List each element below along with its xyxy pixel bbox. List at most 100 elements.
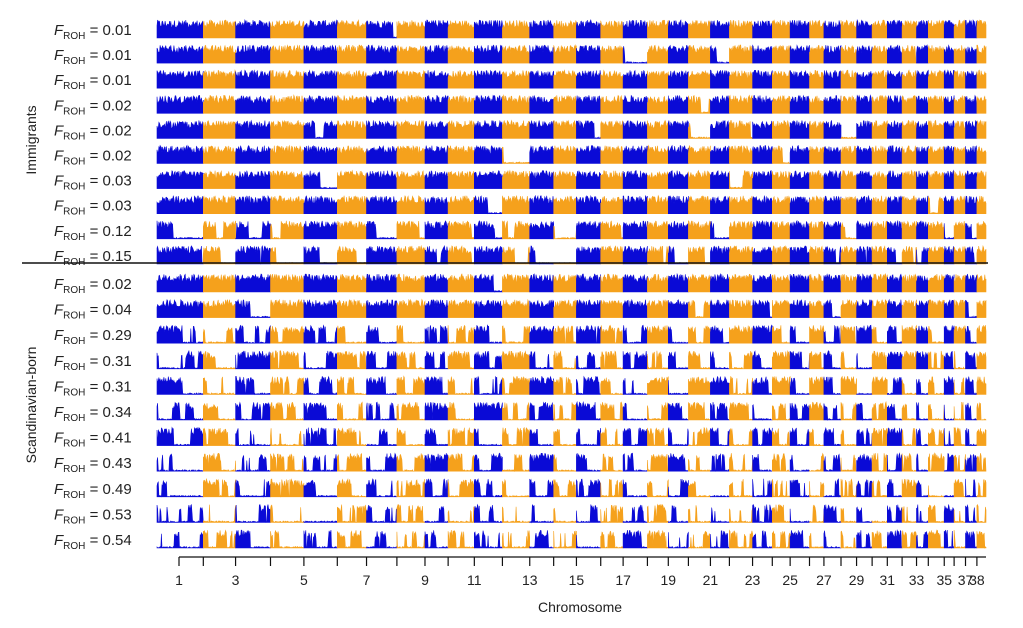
- x-tick-label: 21: [703, 572, 719, 588]
- chromosome-heterozygosity-trace: [871, 479, 888, 498]
- chromosome-heterozygosity-trace: [901, 69, 917, 89]
- chromosome-heterozygosity-trace: [965, 94, 978, 114]
- chromosome-heterozygosity-trace: [840, 170, 857, 189]
- chromosome-heterozygosity-trace: [953, 427, 966, 446]
- chromosome-heterozygosity-trace: [447, 506, 475, 523]
- chromosome-heterozygosity-trace: [953, 170, 966, 189]
- chromosome-heterozygosity-trace: [303, 245, 338, 265]
- x-tick-label: 3: [232, 572, 240, 588]
- chromosome-heterozygosity-trace: [424, 220, 449, 240]
- chromosome-heterozygosity-trace: [337, 19, 367, 39]
- chromosome-heterozygosity-trace: [396, 375, 426, 395]
- chromosome-heterozygosity-trace: [647, 119, 669, 139]
- chromosome-heterozygosity-trace: [809, 45, 825, 64]
- chromosome-heterozygosity-trace: [710, 120, 730, 139]
- chromosome-heterozygosity-trace: [156, 503, 204, 524]
- chromosome-heterozygosity-trace: [823, 325, 842, 344]
- chromosome-heterozygosity-trace: [502, 146, 530, 165]
- chromosome-heterozygosity-trace: [710, 530, 730, 549]
- chromosome-heterozygosity-trace: [529, 245, 554, 265]
- chromosome-heterozygosity-trace: [688, 123, 711, 140]
- chromosome-heterozygosity-trace: [928, 170, 945, 189]
- chromosome-heterozygosity-trace: [729, 324, 753, 344]
- chromosome-heterozygosity-trace: [729, 402, 753, 421]
- chromosome-heterozygosity-trace: [600, 120, 624, 139]
- chromosome-heterozygosity-trace: [840, 145, 857, 164]
- chromosome-heterozygosity-trace: [928, 504, 945, 523]
- chromosome-heterozygosity-trace: [600, 45, 624, 64]
- chromosome-heterozygosity-trace: [887, 478, 903, 498]
- chromosome-heterozygosity-trace: [710, 145, 730, 164]
- chromosome-heterozygosity-trace: [729, 299, 753, 318]
- chromosome-heterozygosity-trace: [943, 325, 955, 344]
- chromosome-heterozygosity-trace: [943, 223, 955, 240]
- chromosome-heterozygosity-trace: [901, 169, 917, 189]
- chromosome-heterozygosity-trace: [887, 219, 903, 240]
- chromosome-heterozygosity-trace: [856, 120, 873, 139]
- chromosome-heterozygosity-trace: [474, 299, 503, 318]
- chromosome-heterozygosity-trace: [965, 195, 978, 214]
- chromosome-heterozygosity-trace: [887, 403, 903, 421]
- froh-label-value: = 0.04: [85, 302, 131, 319]
- individual-row: [156, 44, 987, 64]
- chromosome-heterozygosity-trace: [553, 530, 577, 549]
- chromosome-heterozygosity-trace: [710, 95, 730, 114]
- chromosome-heterozygosity-trace: [789, 427, 810, 447]
- chromosome-heterozygosity-trace: [688, 45, 711, 64]
- chromosome-heterozygosity-trace: [953, 401, 966, 421]
- chromosome-heterozygosity-trace: [203, 452, 236, 472]
- chromosome-heterozygosity-trace: [447, 220, 475, 240]
- chromosome-heterozygosity-trace: [688, 195, 711, 214]
- chromosome-heterozygosity-trace: [976, 19, 987, 39]
- chromosome-heterozygosity-trace: [396, 325, 426, 344]
- chromosome-heterozygosity-trace: [901, 530, 917, 549]
- chromosome-heterozygosity-trace: [156, 45, 204, 64]
- chromosome-heterozygosity-trace: [396, 69, 426, 89]
- chromosome-heterozygosity-trace: [729, 195, 753, 214]
- chromosome-heterozygosity-trace: [474, 273, 503, 293]
- chromosome-heterozygosity-trace: [600, 401, 624, 421]
- chromosome-heterozygosity-trace: [840, 402, 857, 421]
- chromosome-heterozygosity-trace: [856, 220, 873, 240]
- chromosome-heterozygosity-trace: [647, 427, 669, 446]
- chromosome-heterozygosity-trace: [156, 453, 204, 472]
- chromosome-heterozygosity-trace: [871, 272, 888, 293]
- chromosome-heterozygosity-trace: [303, 427, 338, 446]
- chromosome-heterozygosity-trace: [943, 274, 955, 293]
- chromosome-heterozygosity-trace: [840, 136, 857, 139]
- chromosome-heterozygosity-trace: [752, 69, 773, 89]
- chromosome-heterozygosity-trace: [871, 453, 888, 472]
- chromosome-heterozygosity-trace: [396, 351, 426, 370]
- chromosome-heterozygosity-trace: [809, 452, 825, 472]
- chromosome-heterozygosity-trace: [447, 376, 475, 395]
- chromosome-heterozygosity-trace: [772, 349, 791, 370]
- chromosome-heterozygosity-trace: [668, 380, 689, 395]
- chromosome-heterozygosity-trace: [871, 19, 888, 39]
- froh-label-symbol: F: [54, 223, 64, 240]
- x-axis-title: Chromosome: [538, 599, 622, 615]
- chromosome-heterozygosity-trace: [366, 299, 398, 318]
- chromosome-heterozygosity-trace: [953, 70, 966, 89]
- chromosome-heterozygosity-trace: [553, 428, 577, 447]
- x-tick-label: 13: [522, 572, 538, 588]
- froh-label-value: = 0.01: [85, 47, 131, 64]
- individual-row: [156, 400, 987, 422]
- chromosome-heterozygosity-trace: [976, 274, 987, 293]
- chromosome-heterozygosity-trace: [965, 19, 978, 39]
- chromosome-heterozygosity-trace: [809, 220, 825, 240]
- chromosome-heterozygosity-trace: [235, 529, 271, 549]
- chromosome-heterozygosity-trace: [823, 245, 842, 265]
- individual-row: [156, 477, 987, 498]
- chromosome-heterozygosity-trace: [928, 404, 945, 421]
- chromosome-heterozygosity-trace: [688, 505, 711, 523]
- froh-label-symbol: F: [54, 378, 64, 395]
- chromosome-heterozygosity-trace: [668, 272, 689, 293]
- chromosome-heterozygosity-trace: [752, 299, 773, 318]
- chromosome-heterozygosity-trace: [823, 170, 842, 189]
- chromosome-heterozygosity-trace: [156, 169, 204, 189]
- individual-row: [156, 529, 987, 549]
- chromosome-heterozygosity-trace: [622, 530, 648, 549]
- chromosome-heterozygosity-trace: [928, 427, 945, 446]
- chromosome-heterozygosity-trace: [789, 325, 810, 344]
